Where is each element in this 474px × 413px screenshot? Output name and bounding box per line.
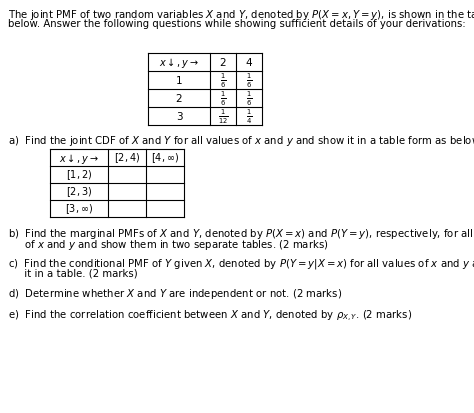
- Text: $\frac{1}{4}$: $\frac{1}{4}$: [246, 108, 252, 126]
- Text: e)  Find the correlation coefficient between $X$ and $Y$, denoted by $\rho_{X,Y}: e) Find the correlation coefficient betw…: [8, 309, 412, 324]
- Text: $\frac{1}{12}$: $\frac{1}{12}$: [218, 108, 228, 126]
- Text: $\frac{1}{6}$: $\frac{1}{6}$: [220, 72, 226, 90]
- Text: $x\downarrow,y\rightarrow$: $x\downarrow,y\rightarrow$: [59, 152, 99, 166]
- Text: $[3,\infty)$: $[3,\infty)$: [65, 203, 93, 216]
- Text: $[4,\infty)$: $[4,\infty)$: [151, 152, 179, 165]
- Text: b)  Find the marginal PMFs of $X$ and $Y$, denoted by $P(X=x)$ and $P(Y=y)$, res: b) Find the marginal PMFs of $X$ and $Y$…: [8, 227, 474, 241]
- Text: $\frac{1}{6}$: $\frac{1}{6}$: [220, 90, 226, 108]
- Text: The joint PMF of two random variables $X$ and $Y$, denoted by $P(X=x,Y=y)$, is s: The joint PMF of two random variables $X…: [8, 8, 474, 22]
- Text: $[1,2)$: $[1,2)$: [66, 169, 92, 183]
- Text: $\frac{1}{6}$: $\frac{1}{6}$: [246, 72, 252, 90]
- Text: $[2,3)$: $[2,3)$: [66, 185, 92, 199]
- Text: $[2,4)$: $[2,4)$: [114, 152, 140, 165]
- Text: it in a table. (2 marks): it in a table. (2 marks): [8, 268, 138, 278]
- Text: 2: 2: [176, 94, 182, 104]
- Text: 4: 4: [246, 58, 252, 68]
- Text: a)  Find the joint CDF of $X$ and $Y$ for all values of $x$ and $y$ and show it : a) Find the joint CDF of $X$ and $Y$ for…: [8, 134, 474, 148]
- Text: 2: 2: [219, 58, 226, 68]
- Text: c)  Find the conditional PMF of $Y$ given $X$, denoted by $P(Y=y|X=x)$ for all v: c) Find the conditional PMF of $Y$ given…: [8, 257, 474, 271]
- Text: $x\downarrow,y\rightarrow$: $x\downarrow,y\rightarrow$: [159, 56, 199, 70]
- Text: 1: 1: [176, 76, 182, 86]
- Text: of $x$ and $y$ and show them in two separate tables. (2 marks): of $x$ and $y$ and show them in two sepa…: [8, 238, 328, 252]
- Text: below. Answer the following questions while showing sufficient details of your d: below. Answer the following questions wh…: [8, 19, 465, 29]
- Text: $\frac{1}{6}$: $\frac{1}{6}$: [246, 90, 252, 108]
- Text: d)  Determine whether $X$ and $Y$ are independent or not. (2 marks): d) Determine whether $X$ and $Y$ are ind…: [8, 287, 342, 301]
- Text: 3: 3: [176, 112, 182, 122]
